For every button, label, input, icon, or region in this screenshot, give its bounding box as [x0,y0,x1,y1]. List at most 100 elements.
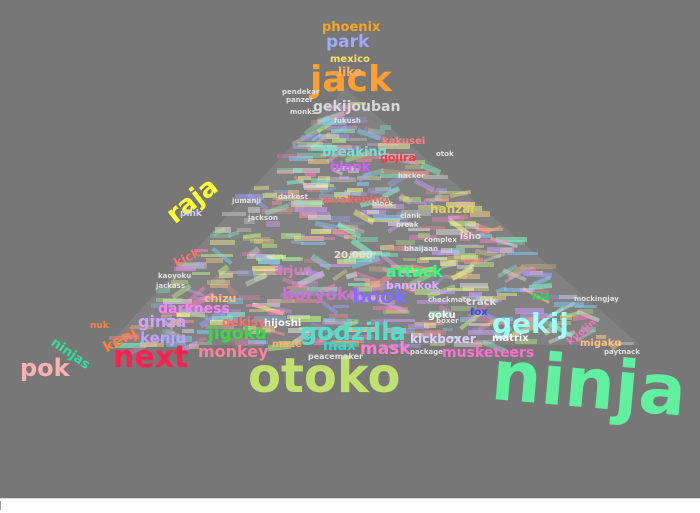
filler-mark [177,313,190,317]
filler-mark [182,329,194,333]
filler-mark [207,280,230,285]
filler-mark [277,154,303,158]
filler-mark [227,298,243,304]
filler-mark [205,325,234,329]
filler-mark [180,308,207,313]
filler-mark [344,235,356,239]
filler-mark [350,254,375,259]
filler-mark [154,338,172,341]
filler-mark [272,201,282,205]
filler-mark [306,237,335,240]
filler-mark [515,308,544,314]
filler-mark [210,240,235,245]
filler-mark [415,289,440,295]
filler-mark [337,192,367,196]
filler-mark [273,197,283,200]
filler-mark [464,258,483,264]
word-boxer: boxer [436,317,459,325]
filler-mark [515,339,537,344]
filler-mark [293,145,323,149]
filler-mark [361,153,389,159]
filler-mark [176,312,205,317]
filler-mark [579,309,593,314]
filler-mark [301,242,326,245]
filler-mark [373,204,396,208]
filler-mark [163,299,192,304]
filler-mark [286,234,305,237]
filler-mark [339,138,367,141]
filler-mark [350,292,362,298]
filler-mark [313,341,327,345]
filler-mark [468,330,500,335]
filler-mark [560,315,572,320]
filler-mark [242,252,262,256]
filler-mark [457,265,474,269]
filler-mark [222,212,246,216]
filler-mark [252,303,280,307]
filler-mark [340,166,354,169]
filler-mark [295,207,327,212]
filler-mark [333,145,361,150]
filler-mark [456,245,484,248]
word-20000: 20,000 [334,250,373,261]
filler-mark [434,338,445,341]
filler-mark [320,264,351,267]
filler-mark [253,185,270,191]
filler-mark [282,257,303,261]
filler-mark [287,286,308,289]
filler-mark [426,190,444,194]
filler-mark [298,176,311,180]
filler-mark [500,248,512,253]
word-jack: jack [310,59,392,100]
filler-mark [321,198,350,202]
filler-mark [256,341,268,344]
filler-mark [334,192,350,198]
filler-mark [496,237,527,242]
filler-mark [294,236,324,241]
filler-mark [339,176,349,179]
word-otok: otok [436,150,454,158]
filler-mark [210,320,227,325]
word-jackass: jackass [156,282,185,290]
filler-mark [460,283,488,288]
filler-mark [596,335,606,339]
filler-mark [504,288,533,292]
filler-mark [436,188,447,192]
filler-mark [461,255,478,260]
filler-mark [329,314,348,318]
filler-mark [347,188,363,192]
word-block: block [372,200,394,208]
filler-mark [277,168,302,173]
word-attack: attack [386,262,444,281]
filler-mark [448,216,460,219]
filler-mark [332,340,364,343]
filler-mark [440,260,456,266]
filler-mark [347,327,375,332]
filler-mark [227,312,245,317]
filler-mark [543,295,573,299]
filler-mark [178,262,199,266]
filler-mark [274,190,292,193]
filler-mark [460,231,485,236]
word-matrix: matrix [492,333,529,344]
filler-mark [298,142,323,147]
filler-mark [409,235,437,240]
filler-mark [162,312,181,316]
filler-mark [420,257,447,260]
filler-mark [384,319,415,322]
filler-mark [350,102,366,105]
filler-mark [435,195,449,201]
filler-mark [156,288,170,293]
filler-mark [237,228,251,232]
word-park: park [326,32,370,52]
filler-mark [206,296,221,300]
word-isho: isho [460,232,482,242]
word-breaking: breaking [322,145,387,160]
filler-mark [414,322,444,325]
filler-mark [426,198,442,201]
filler-mark [253,269,277,275]
filler-mark [429,311,452,317]
filler-mark [210,284,228,288]
filler-mark [380,174,408,178]
filler-mark [182,264,204,268]
